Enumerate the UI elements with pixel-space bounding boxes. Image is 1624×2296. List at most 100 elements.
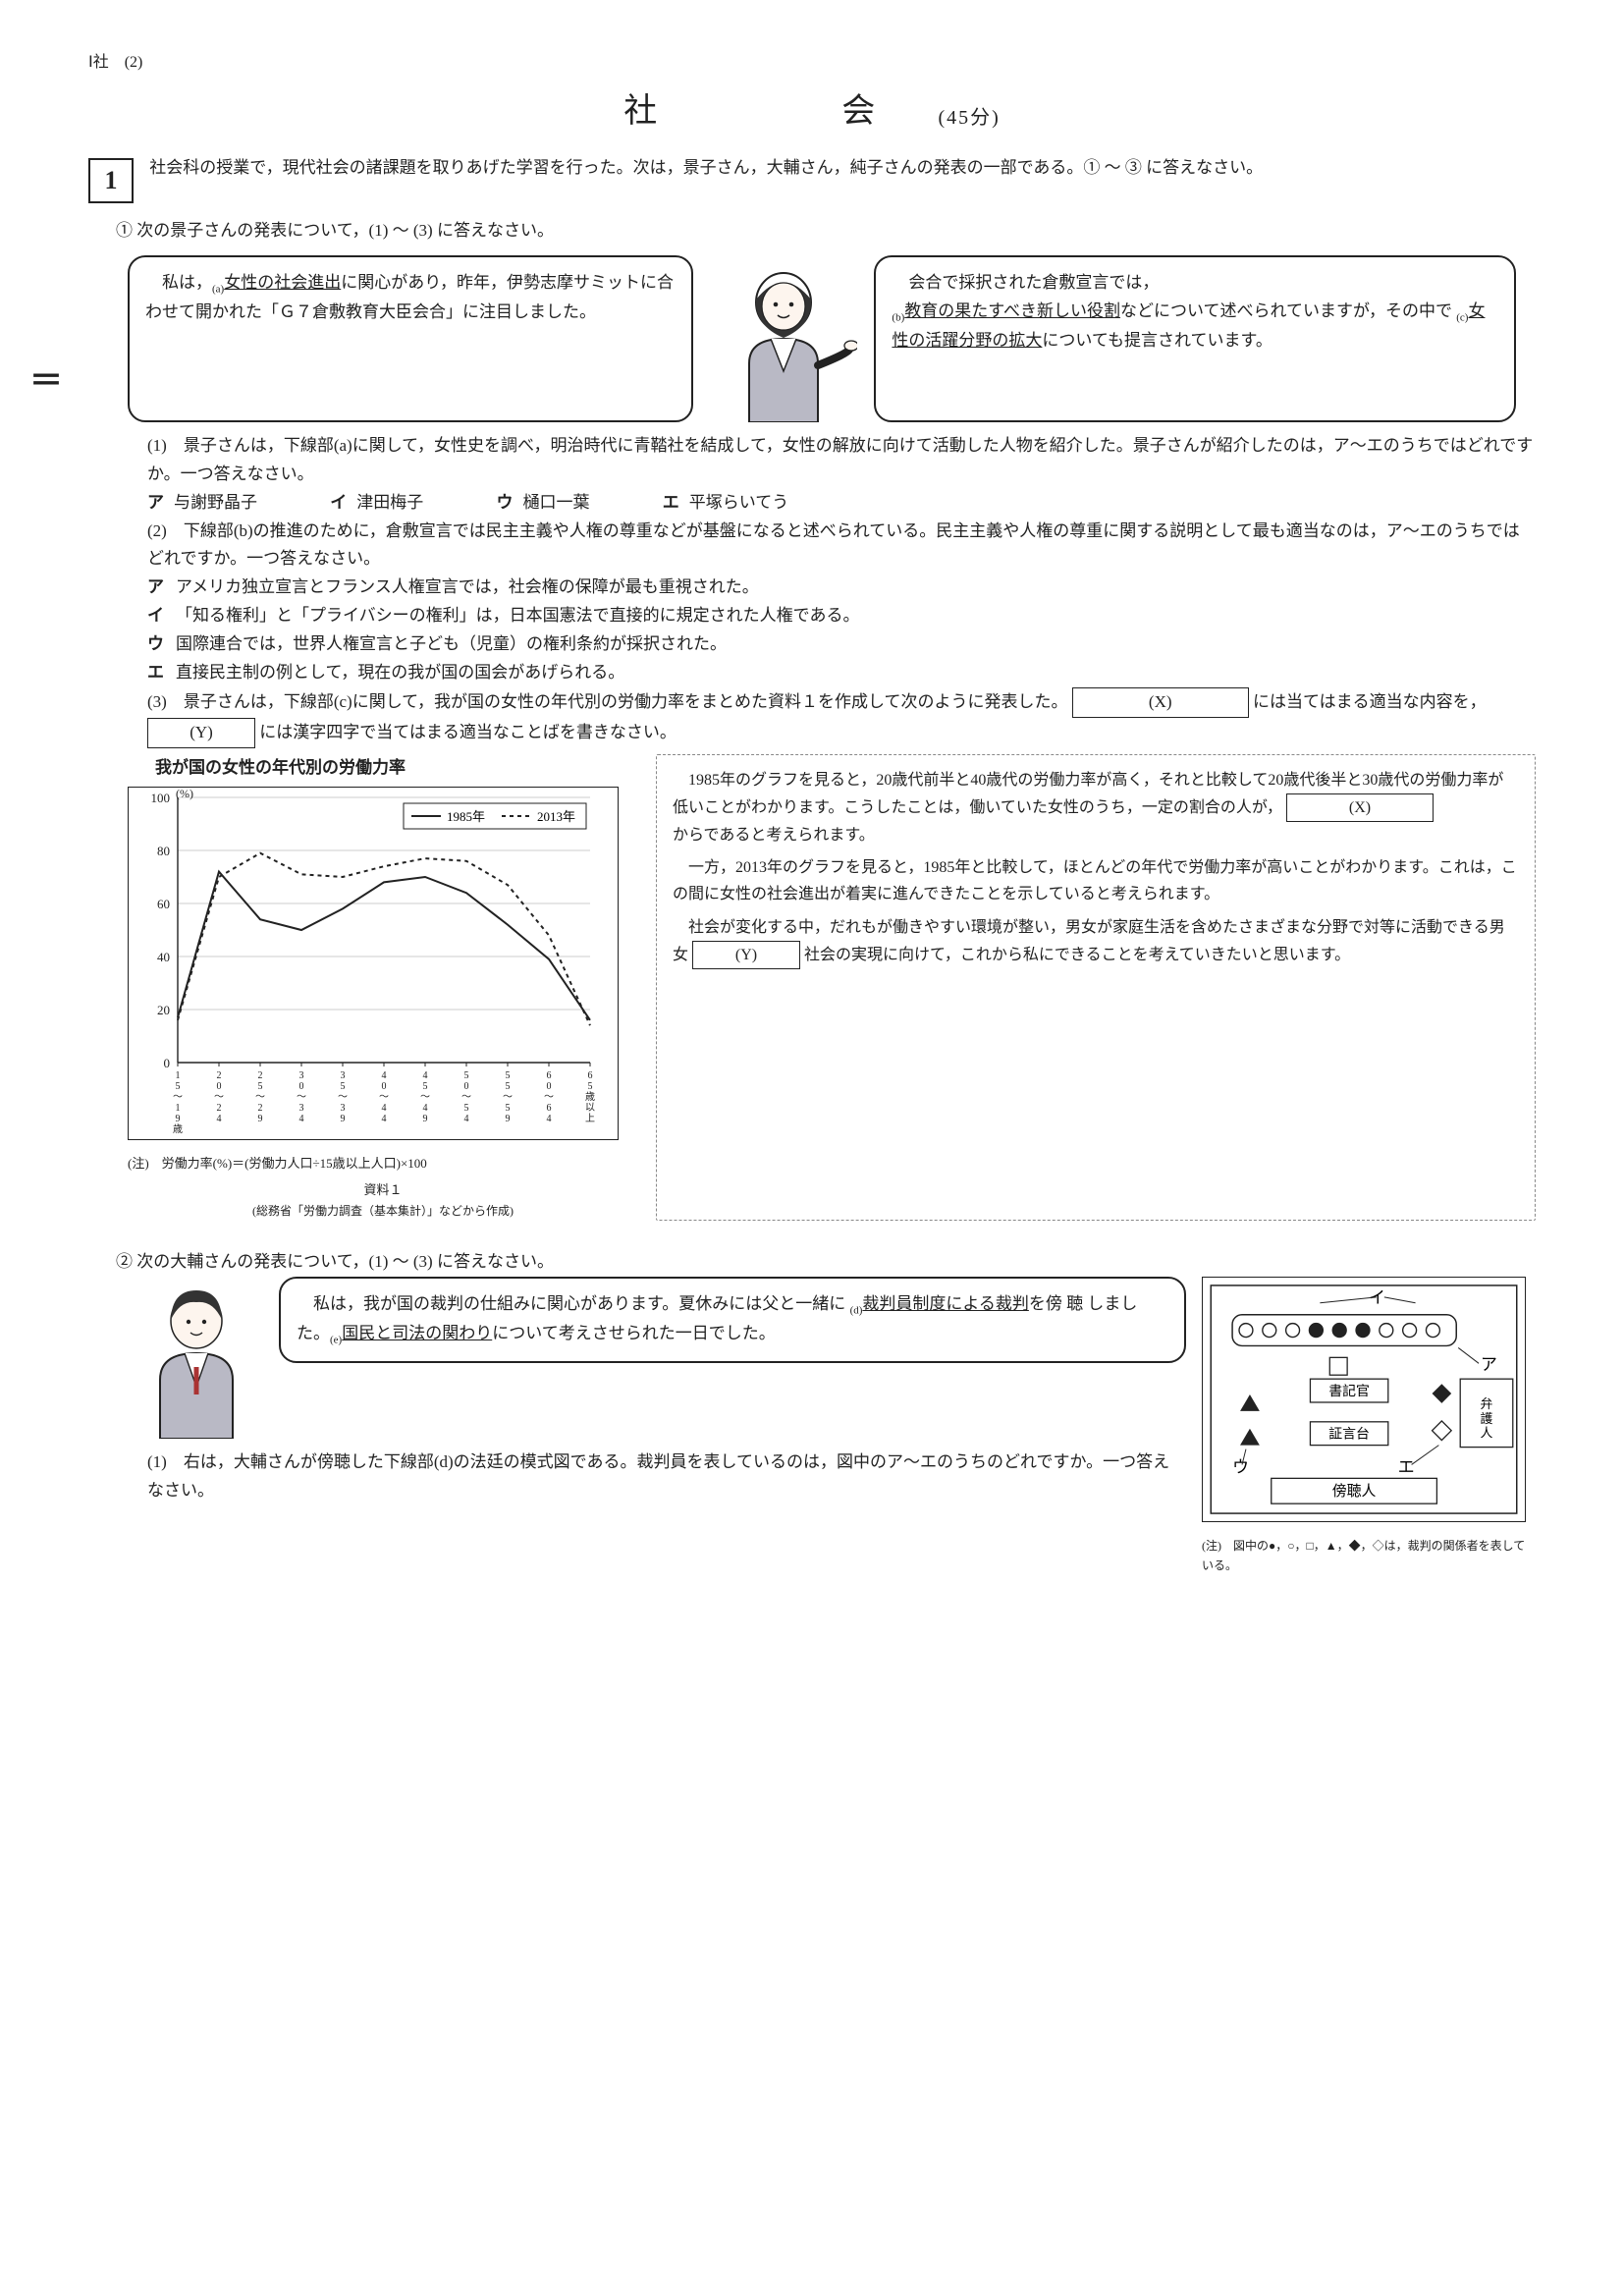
keiko-figure [705, 255, 862, 422]
q1-3-lead: (3) 景子さんは，下線部(c)に関して，我が国の女性の年代別の労働力率をまとめ… [88, 687, 1536, 748]
blank-y: (Y) [147, 718, 255, 748]
labor-force-chart: 020406080100(%)15〜19歳20〜2425〜2930〜3435〜3… [128, 787, 619, 1140]
svg-text:5: 5 [176, 1081, 181, 1092]
duration: (45分) [938, 101, 1000, 135]
svg-text:2013年: 2013年 [537, 809, 575, 824]
opt-c: 樋口一葉 [523, 493, 590, 512]
lbl-audience: 傍聴人 [1332, 1483, 1377, 1500]
svg-text:9: 9 [506, 1114, 511, 1124]
svg-text:4: 4 [382, 1103, 387, 1114]
q1-2-a: アメリカ独立宣言とフランス人権宣言では，社会権の保障が最も重視された。 [176, 577, 759, 596]
bl-u: 女性の社会進出 [224, 273, 341, 292]
svg-text:3: 3 [341, 1070, 346, 1081]
q1-3-a: (3) 景子さんは，下線部(c)に関して，我が国の女性の年代別の労働力率をまとめ… [147, 692, 1067, 711]
svg-text:護: 護 [1481, 1411, 1493, 1426]
q1-2-b: 「知る権利」と「プライバシーの権利」は，日本国憲法で直接的に規定された人権である… [176, 606, 860, 625]
svg-text:〜: 〜 [255, 1092, 265, 1103]
svg-text:4: 4 [299, 1114, 304, 1124]
svg-text:歳: 歳 [173, 1123, 183, 1135]
svg-text:〜: 〜 [544, 1092, 554, 1103]
svg-text:1985年: 1985年 [447, 809, 485, 824]
q1-intro-text: 社会科の授業で，現代社会の諸課題を取りあげた学習を行った。次は，景子さん，大輔さ… [149, 158, 1263, 177]
q1-2-c: 国際連合では，世界人権宣言と子ども（児童）の権利条約が採択された。 [176, 634, 727, 653]
svg-text:0: 0 [299, 1081, 304, 1092]
svg-text:2: 2 [217, 1103, 222, 1114]
q1-intro: 社会科の授業で，現代社会の諸課題を取りあげた学習を行った。次は，景子さん，大輔さ… [149, 154, 1528, 183]
svg-text:5: 5 [423, 1081, 428, 1092]
daisuke-figure [128, 1277, 265, 1439]
svg-text:80: 80 [157, 844, 170, 858]
svg-text:〜: 〜 [420, 1092, 430, 1103]
br-u1: 教育の果たすべき新しい役割 [904, 301, 1120, 320]
svg-text:9: 9 [258, 1114, 263, 1124]
sub1-lead: 次の景子さんの発表について，(1) ～ (3) に答えなさい。 [136, 221, 554, 240]
bl-sub-a: (a) [212, 283, 224, 295]
svg-text:0: 0 [382, 1081, 387, 1092]
svg-text:5: 5 [341, 1081, 346, 1092]
chart-block: 我が国の女性の年代別の労働力率 020406080100(%)15〜19歳20〜… [128, 754, 638, 1221]
chart-source: (総務省「労働力調査（基本集計）」などから作成) [128, 1201, 638, 1221]
sub2-label: ② [116, 1252, 133, 1271]
keiko-bubble-left: 私は，(a)女性の社会進出に関心があり，昨年，伊勢志摩サミットに合わせて開かれた… [128, 255, 693, 422]
svg-text:4: 4 [423, 1103, 428, 1114]
lbl-a: ア [1481, 1355, 1497, 1374]
svg-text:以: 以 [585, 1103, 595, 1114]
svg-text:4: 4 [382, 1114, 387, 1124]
svg-text:0: 0 [217, 1081, 222, 1092]
q1-3-c: には漢字四字で当てはまる適当なことばを書きなさい。 [259, 723, 677, 741]
svg-text:〜: 〜 [214, 1092, 224, 1103]
svg-text:3: 3 [341, 1103, 346, 1114]
svg-text:人: 人 [1481, 1427, 1493, 1441]
br-sub-b: (b) [892, 311, 904, 323]
svg-text:歳: 歳 [585, 1091, 595, 1103]
courtroom-diagram: イ ア 書記官 ウ 証言台 エ 弁 [1202, 1277, 1526, 1522]
scan-mark: ＝ [29, 354, 57, 410]
lbl-clerk: 書記官 [1328, 1383, 1370, 1399]
chart-title: 我が国の女性の年代別の労働力率 [128, 754, 638, 783]
svg-text:3: 3 [299, 1103, 304, 1114]
svg-text:5: 5 [464, 1103, 469, 1114]
lbl-u: ウ [1232, 1457, 1249, 1476]
svg-text:0: 0 [464, 1081, 469, 1092]
daisuke-bubble: 私は，我が国の裁判の仕組みに関心があります。夏休みには父と一緒に (d)裁判員制… [279, 1277, 1186, 1363]
svg-text:5: 5 [506, 1081, 511, 1092]
svg-text:1: 1 [176, 1103, 181, 1114]
ana-blank-y: (Y) [692, 941, 800, 969]
q1-3-b: には当てはまる適当な内容を， [1253, 692, 1487, 711]
ana-p3b: 社会の実現に向けて，これから私にできることを考えていきたいと思います。 [804, 947, 1350, 963]
svg-text:4: 4 [382, 1070, 387, 1081]
svg-text:20: 20 [157, 1003, 170, 1017]
svg-text:4: 4 [464, 1114, 469, 1124]
db-c: について考えさせられた一日でした。 [492, 1324, 776, 1342]
svg-text:6: 6 [547, 1070, 552, 1081]
svg-text:2: 2 [258, 1070, 263, 1081]
svg-text:4: 4 [217, 1114, 222, 1124]
svg-text:3: 3 [299, 1070, 304, 1081]
svg-text:5: 5 [258, 1081, 263, 1092]
q1-2-lead: (2) 下線部(b)の推進のために，倉敷宣言では民主主義や人権の尊重などが基盤に… [88, 518, 1536, 574]
opt-d: 平塚らいてう [689, 493, 789, 512]
br-sub-c: (c) [1456, 311, 1468, 323]
svg-text:9: 9 [176, 1114, 181, 1124]
db-u1: 裁判員制度による裁判 [862, 1294, 1029, 1313]
br-pre: 会合で採択された倉敷宣言では， [908, 273, 1159, 292]
page-code: Ⅰ社 (2) [88, 49, 1536, 76]
analysis-box: 1985年のグラフを見ると，20歳代前半と40歳代の労働力率が高く，それと比較し… [656, 754, 1536, 1221]
svg-text:9: 9 [341, 1114, 346, 1124]
lbl-witness: 証言台 [1328, 1427, 1370, 1443]
question-number-box: 1 [88, 158, 134, 203]
blank-x: (X) [1072, 687, 1249, 718]
svg-text:5: 5 [506, 1070, 511, 1081]
db-sub-d: (d) [850, 1304, 863, 1316]
svg-text:1: 1 [176, 1070, 181, 1081]
page-title: 社 会 [623, 93, 914, 130]
db-a: 私は，我が国の裁判の仕組みに関心があります。夏休みには父と一緒に [313, 1294, 850, 1313]
q1-1-lead: (1) 景子さんは，下線部(a)に関して，女性史を調べ，明治時代に青鞜社を結成し… [88, 432, 1536, 489]
svg-text:〜: 〜 [461, 1092, 471, 1103]
svg-text:〜: 〜 [379, 1092, 389, 1103]
bl-pre: 私は， [162, 273, 212, 292]
svg-text:100: 100 [151, 791, 171, 805]
lbl-e: エ [1398, 1457, 1415, 1476]
lbl-lawyer1: 弁 [1481, 1397, 1493, 1411]
person-icon [133, 1277, 260, 1439]
